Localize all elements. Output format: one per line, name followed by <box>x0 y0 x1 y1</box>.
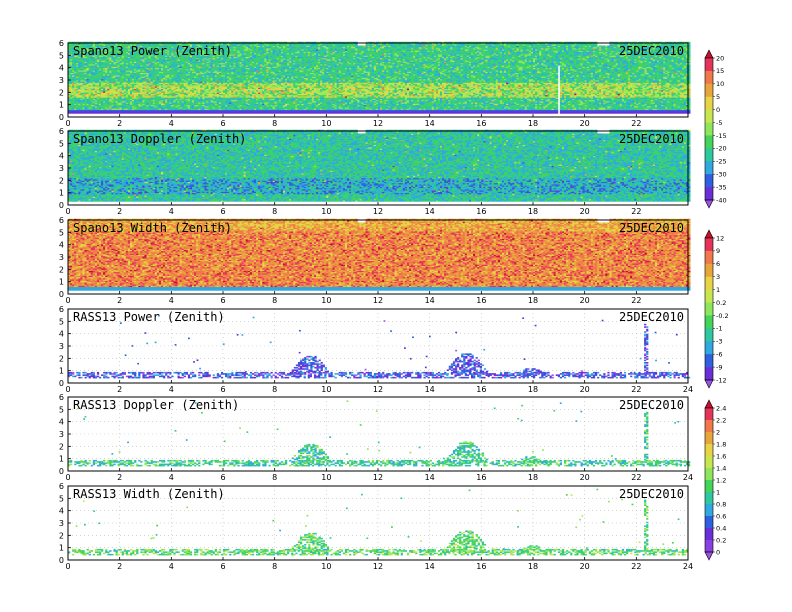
panel-0: 0 2 4 6 8 10 12 14 16 18 20 220123456Spano13 Power … <box>59 39 691 128</box>
